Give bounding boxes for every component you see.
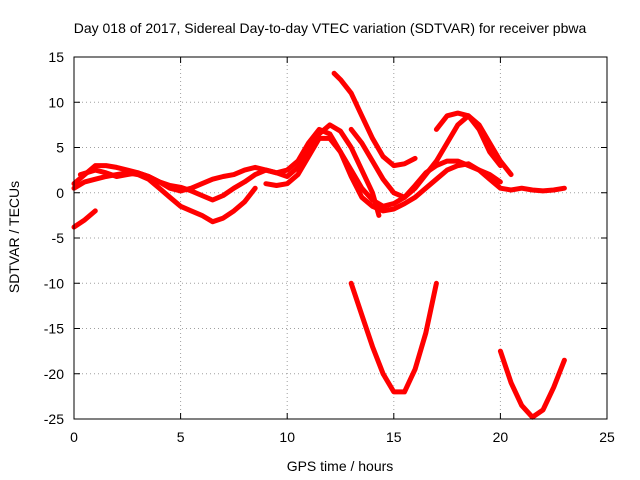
y-tick-label: 0 [56, 185, 64, 201]
x-axis-label: GPS time / hours [287, 458, 394, 474]
series-line-arc-5 [331, 70, 418, 169]
series-line-arc-9 [348, 280, 439, 395]
series-line-arc-8 [71, 208, 98, 230]
x-tick-label: 0 [70, 429, 78, 445]
y-tick-label: 10 [48, 94, 64, 110]
x-tick-label: 15 [386, 429, 402, 445]
x-tick-label: 25 [599, 429, 615, 445]
x-tick-label: 10 [279, 429, 295, 445]
series-line-arc-7 [433, 110, 503, 169]
series-line-arc-3 [71, 170, 258, 225]
y-axis-label: SDTVAR / TECUs [6, 181, 22, 293]
x-tick-label: 5 [177, 429, 185, 445]
y-tick-label: 5 [56, 140, 64, 156]
series-line-arc-4 [263, 135, 503, 209]
series-line-arc-6 [348, 113, 514, 200]
y-tick-label: -5 [52, 230, 65, 246]
chart-title: Day 018 of 2017, Sidereal Day-to-day VTE… [74, 20, 587, 36]
y-tick-label: -25 [44, 411, 64, 427]
x-tick-label: 20 [493, 429, 509, 445]
y-tick-label: 15 [48, 49, 64, 65]
y-tick-label: -15 [44, 321, 64, 337]
series-layer [71, 70, 567, 420]
y-tick-label: -20 [44, 366, 64, 382]
y-tick-label: -10 [44, 275, 64, 291]
tick-layer: 0 5 10 15 20 25 -25 -20 -15 -10 -5 0 5 10 15 [44, 49, 615, 445]
series-line-arc-10 [497, 348, 567, 420]
